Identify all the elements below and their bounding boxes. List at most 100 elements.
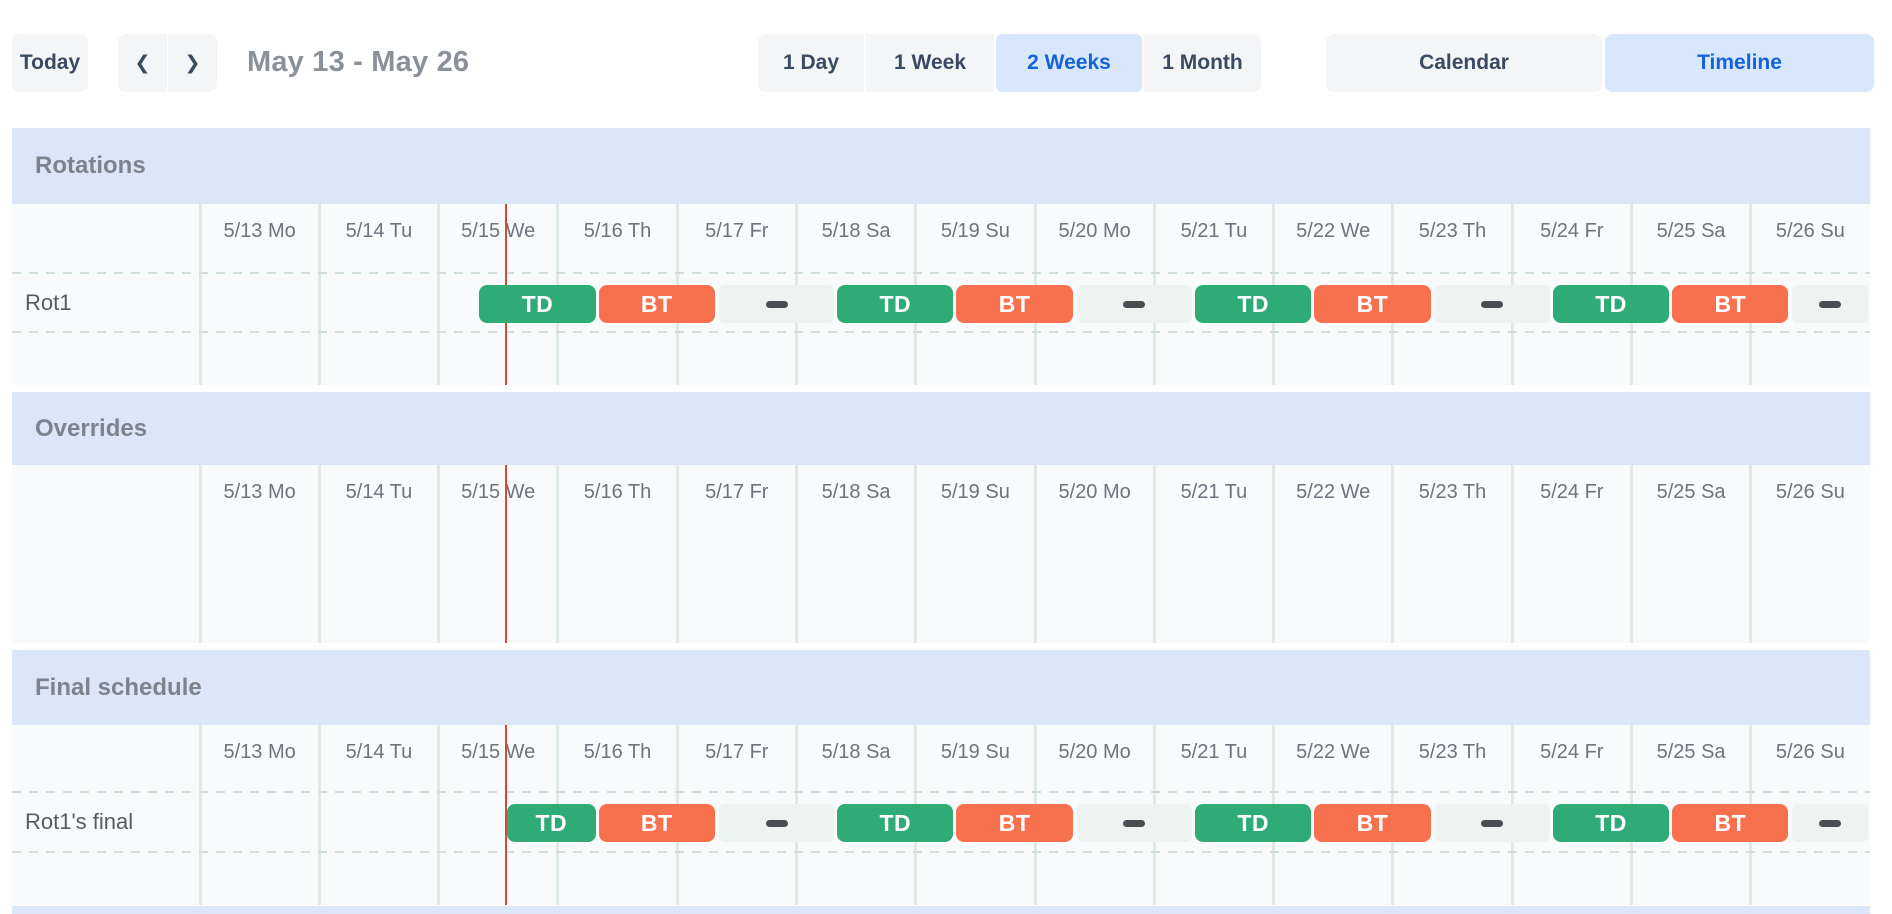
section-overrides: Overrides 5/13 Mo 5/14 Tu 5/15 We 5/16 Th 5/1… [12,392,1870,643]
date-label: 5/17 Fr [705,741,769,763]
row-separator [12,791,1870,793]
row-separator [12,851,1870,853]
shift-block-bt[interactable]: BT [598,804,715,842]
shift-label: TD [535,809,568,836]
date-label: 5/19 Su [940,481,1010,503]
view-button-2-weeks[interactable]: 2 Weeks [996,34,1142,92]
shift-block-td[interactable]: TD [1552,285,1670,323]
gap-dash-icon [765,819,788,827]
date-label: 5/24 Fr [1540,741,1604,763]
date-label: 5/21 Tu [1180,481,1248,503]
column-separator [1033,465,1037,643]
column-separator [1391,465,1395,643]
gap-block [1792,285,1868,323]
gap-dash-icon [1481,819,1504,827]
gap-dash-icon [1123,819,1146,827]
row-separator [12,272,1870,274]
date-label: 5/22 We [1296,741,1371,763]
column-separator [317,204,321,385]
column-separator [437,725,441,905]
shift-block-bt[interactable]: BT [1672,285,1789,323]
gap-dash-icon [1123,300,1146,308]
view-button-1-day[interactable]: 1 Day [758,34,864,92]
date-label: 5/15 We [461,220,536,242]
view-switcher: 1 Day 1 Week 2 Weeks 1 Month [758,34,1261,92]
date-label: 5/16 Th [583,481,652,503]
shift-label: BT [1356,290,1389,317]
calendar-button[interactable]: Calendar [1326,34,1602,92]
column-separator [1629,465,1633,643]
section-rotations: Rotations 5/13 Mo 5/14 Tu 5/15 We 5/16 Th 5/1… [12,128,1870,385]
shift-block-bt[interactable]: BT [1314,804,1431,842]
date-label: 5/22 We [1296,481,1371,503]
shift-label: BT [998,290,1031,317]
date-label: 5/26 Su [1775,481,1845,503]
gap-dash-icon [765,300,788,308]
shift-block-td[interactable]: TD [837,285,954,323]
gap-dash-icon [1819,819,1842,827]
shift-block-bt[interactable]: BT [1314,285,1431,323]
date-label: 5/23 Th [1418,741,1487,763]
shift-label: TD [521,290,554,317]
gap-block [1792,804,1868,842]
date-label: 5/20 Mo [1058,481,1131,503]
date-label: 5/14 Tu [345,220,413,242]
column-separator [1749,465,1753,643]
chevron-left-icon: ❮ [134,52,151,74]
section-header: Overrides [12,392,1870,465]
shift-label: BT [1356,809,1389,836]
date-range-title: May 13 - May 26 [247,46,470,78]
shift-block-td[interactable]: TD [837,804,954,842]
view-button-1-month[interactable]: 1 Month [1144,34,1261,92]
date-label: 5/19 Su [940,741,1010,763]
next-button[interactable]: ❯ [168,34,217,92]
shift-block-td[interactable]: TD [1195,285,1312,323]
shift-block-bt[interactable]: BT [1672,804,1789,842]
gap-block [718,285,835,323]
shift-block-td[interactable]: TD [1552,804,1670,842]
date-label: 5/13 Mo [223,481,296,503]
column-separator [437,465,441,643]
shift-label: TD [1595,290,1627,317]
date-label: 5/14 Tu [345,741,413,763]
gap-block [1434,285,1550,323]
shift-block-td[interactable]: TD [1195,804,1312,842]
view-button-1-week[interactable]: 1 Week [866,34,994,92]
gap-dash-icon [1819,300,1842,308]
date-nav: ❮ ❯ [118,34,217,92]
date-label: 5/21 Tu [1180,220,1248,242]
date-label: 5/13 Mo [223,220,296,242]
date-label: 5/20 Mo [1058,220,1131,242]
date-label: 5/13 Mo [223,741,296,763]
date-label: 5/22 We [1296,220,1371,242]
column-separator [794,465,798,643]
column-separator [198,725,202,905]
timeline-button[interactable]: Timeline [1605,34,1874,92]
date-label: 5/23 Th [1418,220,1487,242]
chevron-right-icon: ❯ [184,52,201,74]
column-separator [317,725,321,905]
column-separator [675,465,679,643]
shift-label: TD [879,290,912,317]
shift-block-td[interactable]: TD [507,804,596,842]
prev-button[interactable]: ❮ [118,34,167,92]
shift-label: TD [879,809,912,836]
shift-label: TD [1595,809,1627,836]
shift-label: BT [998,809,1031,836]
row-label: Rot1's final [25,809,134,834]
section-final-schedule: Final schedule 5/13 Mo 5/14 Tu 5/15 We 5/16 … [12,650,1870,905]
shift-block-bt[interactable]: BT [598,285,715,323]
gap-block [1434,804,1550,842]
section-title: Rotations [35,152,146,179]
today-button[interactable]: Today [12,34,88,92]
gap-block [718,804,835,842]
shift-block-td[interactable]: TD [479,285,596,323]
shift-label: TD [1237,809,1269,836]
gap-block [1076,804,1193,842]
shift-block-bt[interactable]: BT [956,285,1073,323]
shift-block-bt[interactable]: BT [956,804,1073,842]
date-label: 5/17 Fr [705,220,769,242]
current-time-line [505,465,507,643]
section-header: Final schedule [12,650,1870,725]
